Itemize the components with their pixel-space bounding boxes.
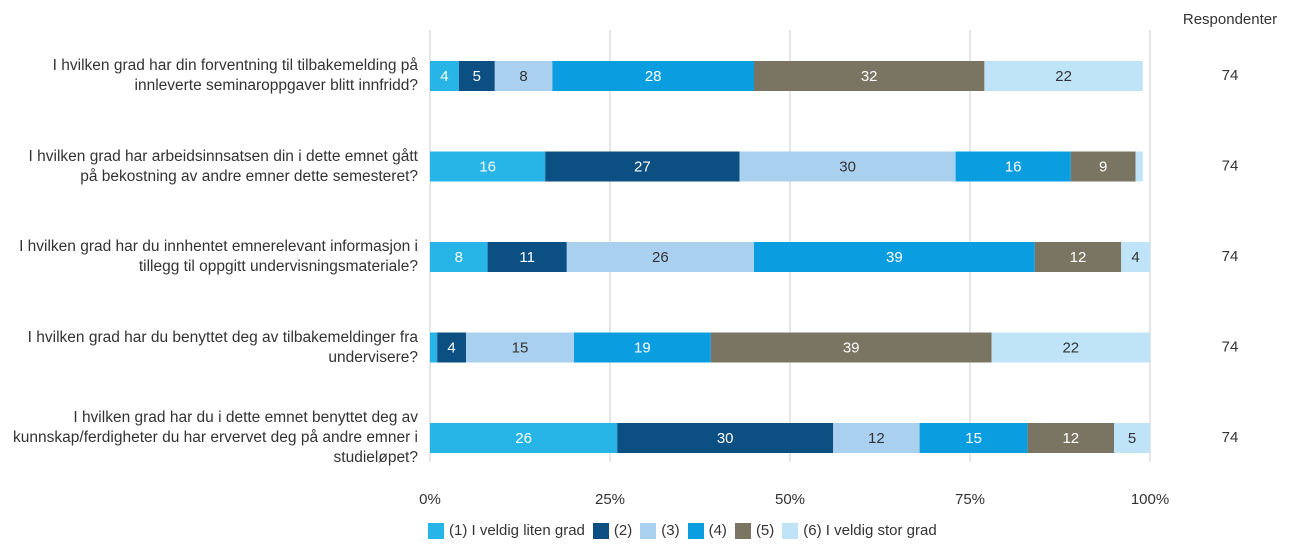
question-label: I hvilken grad har du benyttet deg av ti… — [27, 328, 418, 366]
value-label: 19 — [634, 339, 651, 356]
value-label: 4 — [440, 68, 448, 85]
bar-segment — [710, 332, 992, 363]
bar-segment — [739, 151, 956, 182]
bar-segment — [574, 332, 711, 363]
question-label: I hvilken grad har din forventning til t… — [52, 57, 418, 94]
value-label: 12 — [868, 430, 885, 447]
bar-segment — [919, 423, 1028, 453]
value-label: 5 — [473, 68, 481, 85]
value-label: 16 — [1005, 158, 1022, 175]
bar-segment — [437, 332, 466, 363]
value-label: 28 — [645, 68, 662, 85]
legend-swatch — [428, 522, 444, 539]
legend-swatch — [734, 522, 751, 539]
legend-item: (3) — [640, 522, 680, 539]
value-label: 12 — [1070, 249, 1087, 266]
respondent-count: 74 — [1222, 248, 1239, 265]
value-label: 5 — [1128, 430, 1136, 447]
bar-segment — [545, 151, 740, 182]
bar-segment — [1135, 151, 1143, 182]
bar-segment — [430, 61, 459, 91]
value-label: 12 — [1062, 430, 1079, 447]
value-label: 15 — [512, 339, 529, 356]
bar-segment — [487, 242, 567, 272]
legend-item: (1) I veldig liten grad — [428, 522, 585, 539]
value-label: 16 — [479, 158, 496, 175]
bar-segment — [991, 332, 1150, 363]
bar-segment — [430, 151, 546, 182]
question-label: I hvilken grad har du innhentet emnerele… — [19, 238, 418, 275]
legend-item: (4) — [687, 522, 727, 539]
legend-swatch — [640, 522, 657, 539]
bar-segment — [466, 332, 574, 363]
bar-segment — [430, 423, 618, 453]
respondent-count: 74 — [1222, 429, 1239, 446]
respondents-title: Respondenter — [1183, 11, 1277, 28]
bar-segment — [552, 61, 754, 91]
legend-swatch — [687, 522, 704, 539]
legend: (1) I veldig liten grad (2) (3) (4) (5) (6) I… — [428, 522, 937, 539]
bar-segment — [458, 61, 495, 91]
value-label: 8 — [455, 249, 463, 266]
x-tick-label: 25% — [595, 491, 625, 508]
value-label: 26 — [515, 430, 532, 447]
bar-segment — [1027, 423, 1114, 453]
value-label: 15 — [965, 430, 982, 447]
value-label: 26 — [652, 249, 669, 266]
value-label: 22 — [1062, 339, 1079, 356]
legend-swatch — [782, 522, 799, 539]
x-tick-label: 75% — [955, 491, 985, 508]
bar-segment — [1114, 423, 1150, 453]
legend-label: (2) — [613, 522, 633, 539]
value-label: 11 — [519, 249, 535, 266]
bar-segment — [1121, 242, 1150, 272]
value-label: 9 — [1099, 158, 1107, 175]
legend-label: (4) — [708, 522, 727, 539]
respondent-count: 74 — [1222, 338, 1239, 355]
legend-item: (6) I veldig stor grad — [782, 522, 937, 539]
legend-label: (3) — [661, 522, 680, 539]
value-label: 39 — [886, 249, 903, 266]
question-label: I hvilken grad har du i dette emnet beny… — [13, 409, 418, 466]
bar-segment — [984, 61, 1143, 91]
value-label: 30 — [839, 158, 856, 175]
legend-swatch — [592, 522, 609, 539]
value-label: 4 — [447, 339, 455, 356]
bar-segment — [955, 151, 1071, 182]
question-label: I hvilken grad har arbeidsinnsatsen din … — [28, 147, 418, 185]
respondent-count: 74 — [1222, 67, 1239, 84]
bar-segment — [494, 61, 553, 91]
bar-segment — [833, 423, 920, 453]
bar-segment — [1070, 151, 1136, 182]
bar-segment — [1034, 242, 1122, 272]
bar-segment — [754, 61, 985, 91]
x-tick-label: 50% — [775, 491, 805, 508]
value-label: 32 — [861, 68, 878, 85]
legend-label: (5) — [755, 522, 775, 539]
legend-label: (1) I veldig liten grad — [449, 522, 585, 539]
value-label: 27 — [634, 158, 651, 175]
legend-item: (5) — [734, 522, 775, 539]
respondent-count: 74 — [1222, 157, 1239, 174]
bar-segment — [754, 242, 1035, 272]
value-label: 39 — [843, 339, 860, 356]
legend-item: (2) — [592, 522, 633, 539]
value-label: 30 — [717, 430, 734, 447]
bar-segment — [617, 423, 834, 453]
bar-segment — [566, 242, 754, 272]
value-label: 8 — [519, 68, 527, 85]
value-label: 4 — [1131, 249, 1139, 266]
value-label: 22 — [1055, 68, 1072, 85]
legend-label: (6) I veldig stor grad — [803, 522, 937, 539]
x-tick-label: 0% — [419, 491, 441, 508]
bar-segment — [430, 332, 438, 363]
bar-segment — [430, 242, 488, 272]
x-tick-label: 100% — [1131, 491, 1169, 508]
